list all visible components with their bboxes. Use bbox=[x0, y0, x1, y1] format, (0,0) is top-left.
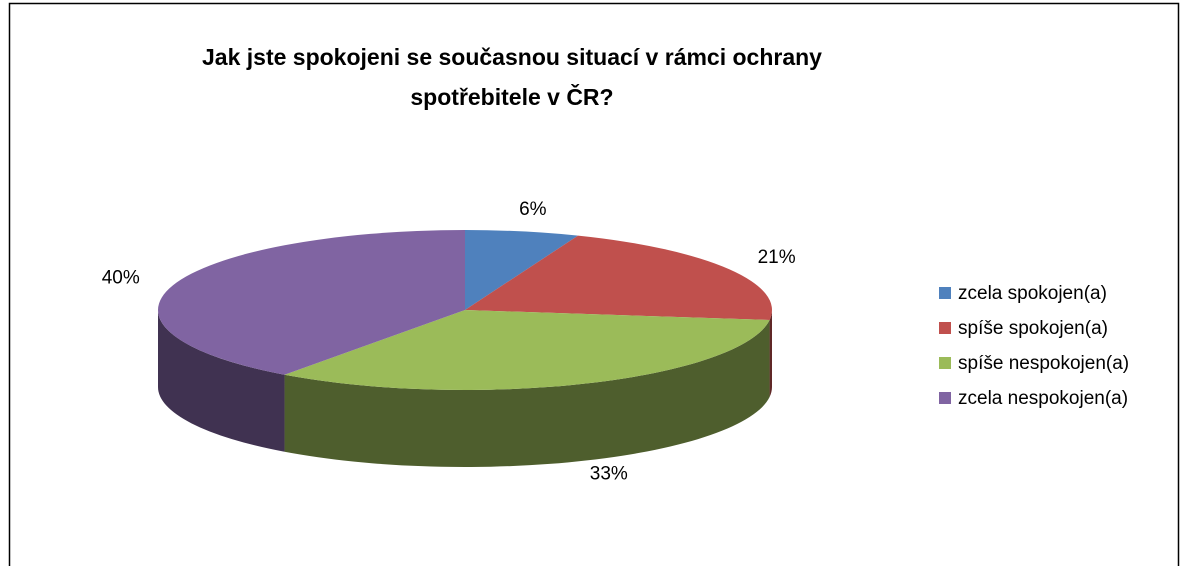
legend-swatch bbox=[939, 287, 951, 299]
legend-label: spíše nespokojen(a) bbox=[958, 353, 1129, 374]
legend-swatch bbox=[939, 357, 951, 369]
pie-side bbox=[158, 310, 285, 452]
data-label: 6% bbox=[519, 199, 547, 220]
chart-frame bbox=[8, 2, 1180, 566]
pie-side bbox=[284, 320, 770, 468]
legend-label: spíše spokojen(a) bbox=[958, 318, 1108, 339]
pie-slice bbox=[465, 235, 772, 321]
data-label: 33% bbox=[590, 463, 628, 484]
pie-slice bbox=[284, 310, 770, 390]
legend-label: zcela spokojen(a) bbox=[958, 283, 1107, 304]
data-label: 21% bbox=[758, 247, 796, 268]
chart-title: Jak jste spokojeni se současnou situací … bbox=[202, 44, 822, 110]
data-label: 40% bbox=[102, 267, 140, 288]
legend-swatch bbox=[939, 322, 951, 334]
pie-side bbox=[769, 310, 772, 398]
legend-label: zcela nespokojen(a) bbox=[958, 388, 1128, 409]
legend-swatch bbox=[939, 392, 951, 404]
pie-slice bbox=[465, 230, 579, 310]
pie-slice bbox=[157, 230, 465, 375]
